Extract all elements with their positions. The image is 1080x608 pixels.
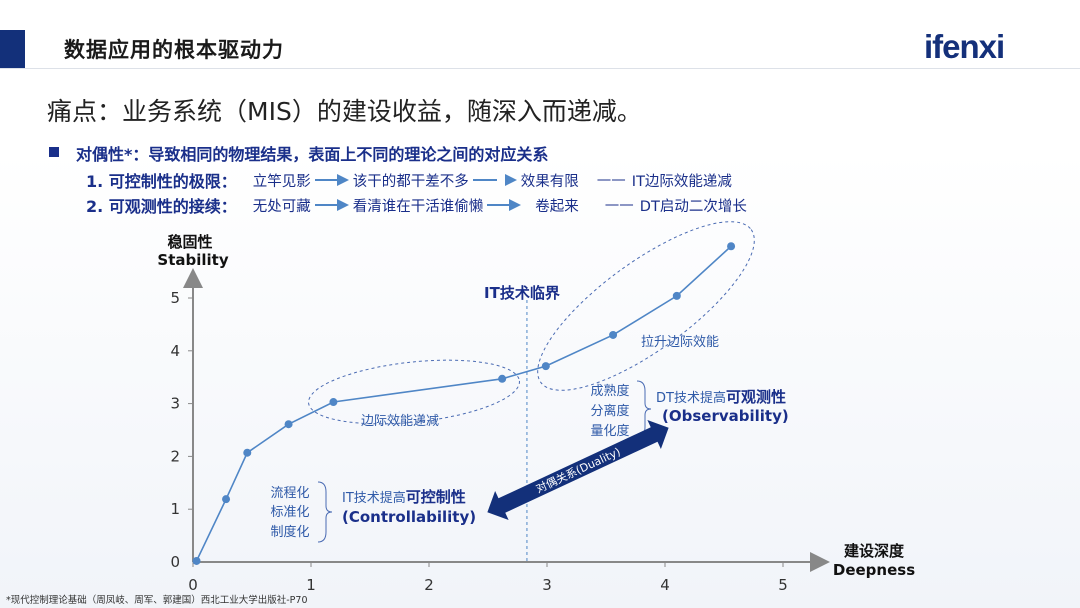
x-axis-label-cn: 建设深度 — [844, 542, 905, 560]
y-tick-label: 2 — [170, 447, 180, 465]
arrow-right-icon — [472, 173, 517, 187]
header-divider — [0, 68, 1080, 69]
step: 卷起来 — [535, 198, 579, 215]
header-accent-bar — [0, 30, 25, 68]
y-tick-label: 1 — [170, 500, 180, 518]
data-point — [222, 495, 231, 504]
row-label: 1. 可控制性的极限： — [86, 172, 237, 191]
footnote: *现代控制理论基础（周凤岐、周军、郭建国）西北工业大学出版社-P70 — [6, 595, 308, 606]
row-result: IT边际效能递减 — [631, 173, 732, 190]
left-heading: IT技术提高可控制性 — [342, 488, 466, 506]
dash: —— — [596, 172, 626, 188]
right-list-item: 成熟度 — [590, 383, 629, 399]
raise-ellipse — [537, 221, 755, 391]
x-tick-label: 5 — [778, 576, 788, 594]
it-threshold-label: IT技术临界 — [484, 284, 560, 302]
diminishing-label: 边际效能递减 — [361, 414, 439, 429]
data-point — [284, 420, 293, 429]
arrow-right-icon — [314, 173, 349, 187]
logo: ifenxi — [924, 28, 1005, 65]
data-point — [329, 398, 338, 407]
data-point — [672, 291, 681, 300]
y-tick-label: 4 — [170, 342, 180, 360]
step: 该干的都干差不多 — [352, 173, 469, 190]
right-heading: DT技术提高可观测性 — [656, 388, 786, 406]
x-tick-label: 4 — [660, 576, 670, 594]
left-list-item: 流程化 — [270, 486, 309, 501]
data-point — [609, 330, 618, 339]
bullet-square-icon — [49, 147, 59, 157]
data-point — [192, 556, 201, 565]
step: 无处可藏 — [252, 198, 311, 215]
step: 效果有限 — [520, 173, 579, 190]
controllability-row: 1. 可控制性的极限： 立竿见影 该干的都干差不多 效果有限 —— IT边际效能… — [86, 168, 732, 192]
duality-double-arrow: 对偶关系(Duality) — [487, 419, 669, 521]
data-point — [243, 448, 252, 457]
y-tick-label: 5 — [170, 289, 180, 307]
dash: —— — [604, 197, 634, 213]
x-axis-label: Deepness — [833, 561, 915, 579]
row-result: DT启动二次增长 — [639, 198, 747, 215]
step: 立竿见影 — [252, 173, 311, 190]
y-axis-label-cn: 稳固性 — [167, 233, 212, 251]
right-heading-en: (Observability) — [662, 407, 789, 425]
y-tick-label: 3 — [170, 395, 180, 413]
duality-heading: 对偶性*：导致相同的物理结果，表面上不同的理论之间的对应关系 — [76, 145, 549, 164]
y-axis-label: Stability — [157, 251, 228, 269]
arrow-right-icon — [314, 198, 349, 212]
x-tick-label: 3 — [542, 576, 552, 594]
row-label: 2. 可观测性的接续： — [86, 197, 237, 216]
x-tick-label: 2 — [424, 576, 434, 594]
left-brace-icon — [317, 481, 333, 543]
page-title: 数据应用的根本驱动力 — [64, 38, 284, 62]
data-point — [727, 242, 736, 251]
left-list-item: 制度化 — [270, 524, 309, 540]
raise-label: 拉升边际效能 — [641, 335, 719, 350]
right-list-item: 量化度 — [590, 423, 629, 439]
stability-curve — [195, 245, 732, 562]
arrow-right-icon — [487, 198, 522, 212]
x-tick-label: 1 — [306, 576, 316, 594]
data-point — [541, 362, 550, 371]
observability-row: 2. 可观测性的接续： 无处可藏 看清谁在干活谁偷懒 卷起来 —— DT启动二次… — [86, 193, 747, 217]
diminishing-ellipse — [308, 359, 520, 425]
left-heading-en: (Controllability) — [342, 508, 476, 526]
x-tick-label: 0 — [188, 576, 198, 594]
data-point — [498, 374, 507, 383]
duality-arrow-label: 对偶关系(Duality) — [533, 444, 622, 495]
right-list-item: 分离度 — [590, 403, 629, 419]
left-list-item: 标准化 — [270, 505, 309, 520]
pain-point-heading: 痛点：业务系统（MIS）的建设收益，随深入而递减。 — [47, 97, 642, 126]
step: 看清谁在干活谁偷懒 — [352, 198, 484, 215]
y-tick-label: 0 — [170, 553, 180, 571]
